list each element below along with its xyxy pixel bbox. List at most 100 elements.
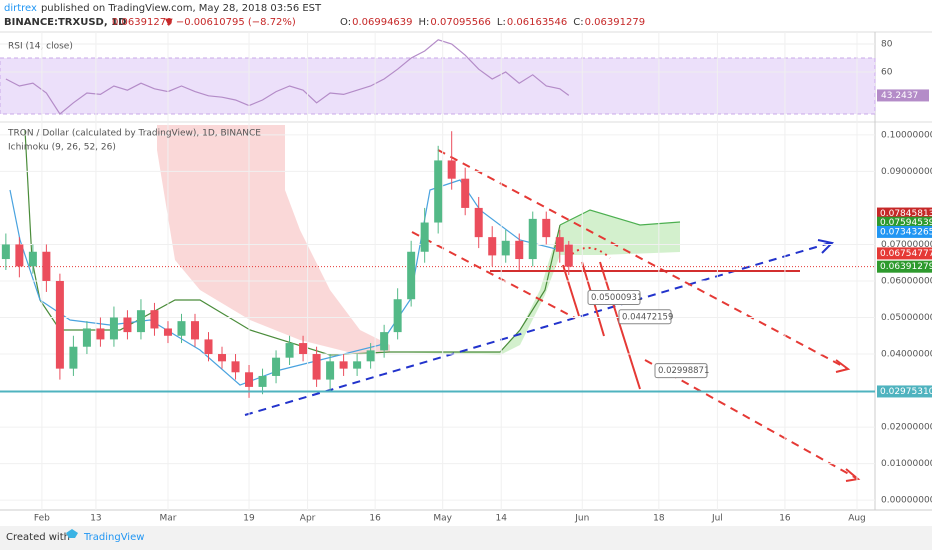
x-tick-label: Jul bbox=[711, 514, 723, 524]
candle-body bbox=[542, 218, 551, 238]
candle-body bbox=[82, 328, 91, 347]
candle-body bbox=[501, 240, 510, 256]
candle-body bbox=[299, 343, 308, 355]
candle-body bbox=[366, 350, 375, 362]
senkou-b bbox=[24, 129, 561, 356]
candle-body bbox=[96, 328, 105, 340]
y-tick-label: 0.09000000 bbox=[881, 167, 932, 177]
kumo-red bbox=[157, 125, 390, 355]
annotation-label: 0.02998871 bbox=[658, 366, 709, 376]
annotation-label: 0.05000931 bbox=[591, 293, 642, 303]
x-tick-label: 14 bbox=[495, 514, 507, 524]
rsi-tag-label: 43.2437 bbox=[881, 91, 918, 101]
candle-body bbox=[177, 321, 186, 336]
y-tick-label: 0.06000000 bbox=[881, 276, 932, 286]
x-tick-label: Jun bbox=[574, 514, 589, 524]
ohlc-value: 0.06994639 bbox=[352, 17, 412, 28]
rsi-band bbox=[0, 57, 876, 115]
y-tick-label: 0.07000000 bbox=[881, 240, 932, 250]
y-tick-label: 0.10000000 bbox=[881, 130, 932, 140]
candle-body bbox=[136, 310, 145, 333]
rsi-title: RSI (14, close) bbox=[8, 42, 73, 52]
candle-body bbox=[123, 317, 132, 333]
published: published on TradingView.com, May 28, 20… bbox=[41, 3, 322, 14]
candle-body bbox=[28, 251, 37, 267]
candle-body bbox=[150, 310, 159, 329]
ohlc-label: C: bbox=[573, 17, 583, 28]
x-tick-label: 18 bbox=[653, 514, 665, 524]
annotation-box bbox=[654, 363, 708, 379]
x-tick-label: May bbox=[433, 514, 452, 524]
rsi-line bbox=[5, 39, 570, 115]
candle-body bbox=[420, 222, 429, 252]
arrow bbox=[599, 261, 641, 390]
candle-body bbox=[1, 244, 10, 260]
x-tick-label: Feb bbox=[34, 514, 50, 524]
candle-body bbox=[218, 354, 227, 362]
price-tag-label: 0.06391279 bbox=[880, 262, 932, 272]
trendline-red bbox=[644, 359, 857, 479]
y-tick-label: 0.02000000 bbox=[881, 423, 932, 433]
candle-body bbox=[353, 361, 362, 369]
candle-body bbox=[245, 372, 254, 387]
candle-body bbox=[488, 237, 497, 256]
candle-body bbox=[474, 207, 483, 238]
price-tag-label: 0.07343265 bbox=[880, 227, 932, 237]
arrow bbox=[562, 264, 580, 317]
last-price: 0.06391279 bbox=[112, 17, 172, 28]
rsi-tag bbox=[877, 89, 929, 102]
candle-body bbox=[15, 244, 24, 267]
y-tick-label: 0.05000000 bbox=[881, 313, 932, 323]
candle-body bbox=[285, 343, 294, 358]
candle-body bbox=[555, 237, 564, 252]
candle-body bbox=[339, 361, 348, 369]
price-tag bbox=[877, 207, 932, 220]
price-tag-label: 0.07845813 bbox=[880, 209, 932, 219]
x-tick-label: 16 bbox=[369, 514, 381, 524]
ohlc-value: 0.06163546 bbox=[507, 17, 567, 28]
price-tag bbox=[877, 260, 932, 273]
logo bbox=[66, 529, 78, 538]
candle-body bbox=[528, 218, 537, 260]
candle-body bbox=[564, 244, 573, 267]
candle-body bbox=[69, 346, 78, 369]
ohlc-label: O: bbox=[340, 17, 351, 28]
footer-brand[interactable]: TradingView bbox=[83, 532, 144, 543]
x-tick-label: 19 bbox=[243, 514, 255, 524]
candle-body bbox=[434, 160, 443, 223]
arrowhead bbox=[835, 359, 851, 373]
annotation-box bbox=[618, 309, 672, 325]
y-tick-label: 0.01000000 bbox=[881, 459, 932, 469]
price-tag bbox=[877, 385, 932, 398]
annotation-box bbox=[587, 289, 641, 305]
candle-body bbox=[231, 361, 240, 373]
trendline-red bbox=[437, 149, 847, 369]
candle-body bbox=[515, 240, 524, 260]
candle-body bbox=[55, 280, 64, 369]
ohlc-label: H: bbox=[419, 17, 430, 28]
trendline-red bbox=[411, 231, 576, 319]
dotted-arc bbox=[571, 247, 611, 259]
indicator-title: Ichimoku (9, 26, 52, 26) bbox=[8, 143, 116, 153]
x-tick-label: Mar bbox=[159, 514, 176, 524]
candle-body bbox=[163, 328, 172, 336]
candle-body bbox=[272, 357, 281, 376]
candle-body bbox=[190, 321, 199, 340]
candle-body bbox=[326, 361, 335, 380]
candle-body bbox=[393, 299, 402, 333]
x-tick-label: Aug bbox=[848, 514, 866, 524]
price-tag-label: 0.07594539 bbox=[880, 218, 932, 228]
x-tick-label: 13 bbox=[90, 514, 101, 524]
x-tick-label: 16 bbox=[779, 514, 791, 524]
rsi-tick-label: 60 bbox=[881, 67, 893, 77]
price-tag-label: 0.02975310 bbox=[880, 387, 932, 397]
change: ▼ −0.00610795 (−8.72%) bbox=[165, 17, 296, 28]
arrowhead bbox=[845, 468, 861, 482]
footer-text: Created with bbox=[6, 532, 70, 543]
publisher[interactable]: dirtrex bbox=[4, 3, 37, 14]
candle-body bbox=[447, 160, 456, 179]
price-tag-label: 0.06754777 bbox=[880, 249, 932, 259]
price-tag bbox=[877, 225, 932, 238]
